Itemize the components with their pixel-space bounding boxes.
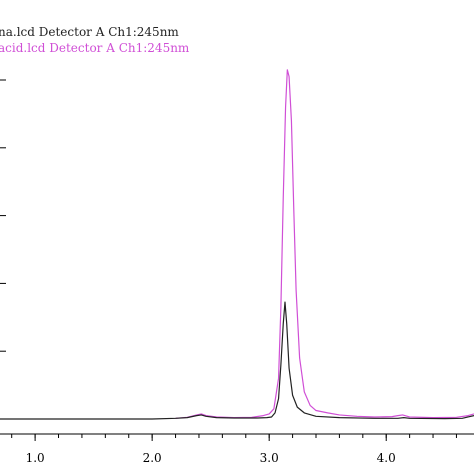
- x-tick-label: 2.0: [143, 451, 162, 465]
- series-line-0: [0, 301, 474, 420]
- x-tick-label: 3.0: [260, 451, 279, 465]
- x-tick-label: 1.0: [26, 451, 45, 465]
- legend-entry-0: na.lcd Detector A Ch1:245nm: [0, 25, 179, 39]
- x-axis-ticks: 1.0 2.0 3.0 4.0: [11, 434, 457, 465]
- x-tick-label: 4.0: [377, 451, 396, 465]
- y-axis-ticks: [0, 79, 6, 352]
- legend: na.lcd Detector A Ch1:245nm acid.lcd Det…: [0, 25, 190, 55]
- series-layer: [0, 69, 474, 420]
- legend-entry-1: acid.lcd Detector A Ch1:245nm: [0, 41, 190, 55]
